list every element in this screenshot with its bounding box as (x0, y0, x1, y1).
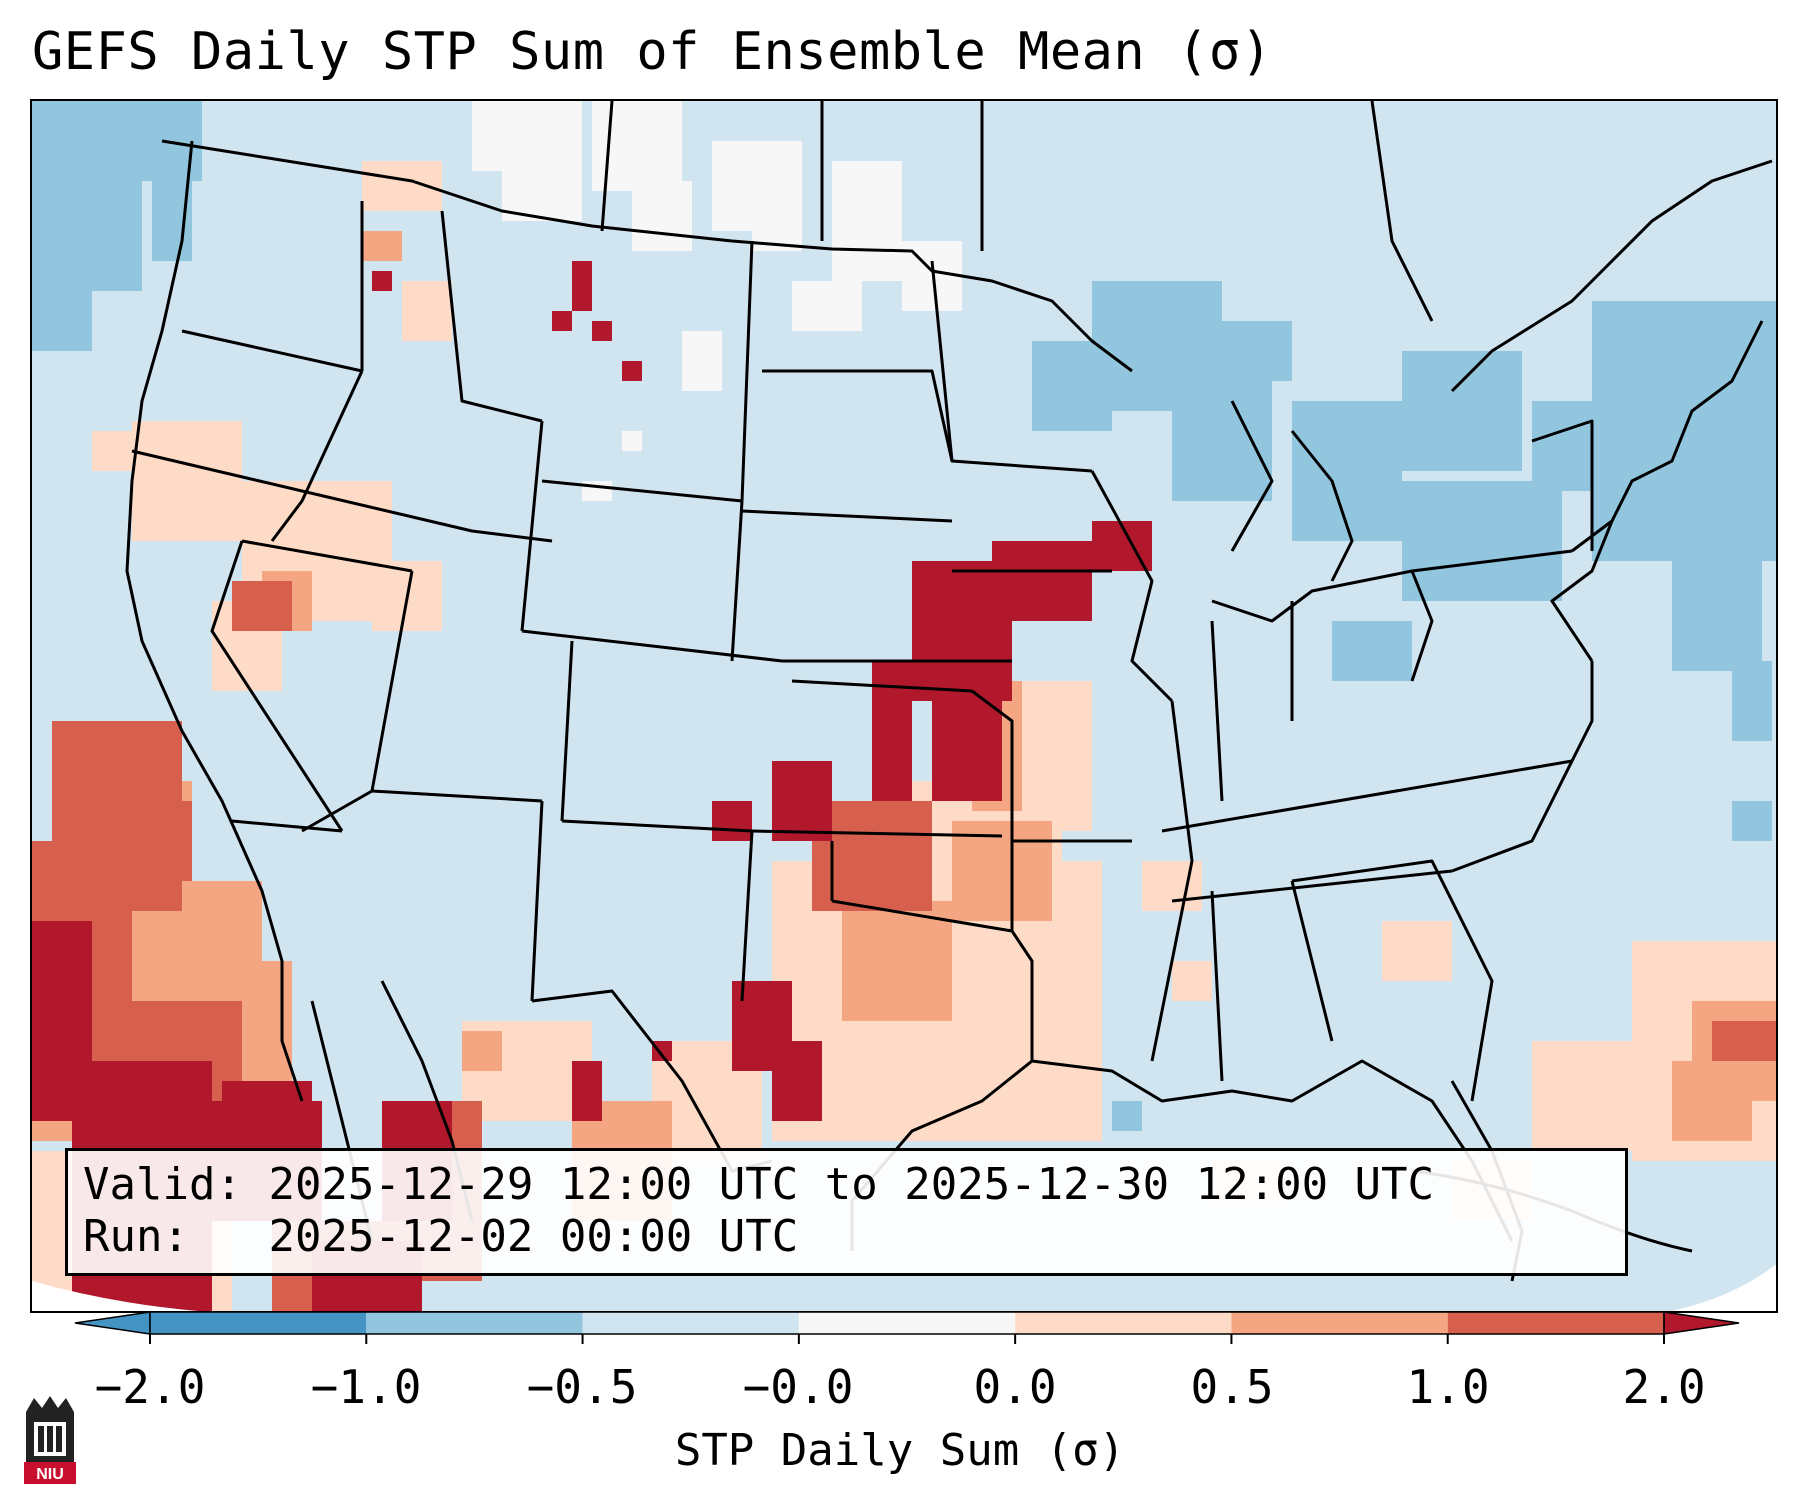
tick-label: 1.0 (1406, 1360, 1490, 1414)
near-zero-region (472, 101, 962, 501)
projection-edge (32, 1281, 199, 1311)
niu-logo: NIU (24, 1396, 76, 1484)
tick-label: 0.5 (1190, 1360, 1274, 1414)
tick-label: −0.5 (526, 1360, 638, 1414)
run-label: Run: (83, 1211, 189, 1262)
run-value: 2025-12-02 00:00 UTC (268, 1211, 799, 1262)
tick-label: −2.0 (94, 1360, 206, 1414)
colorbar (74, 1312, 1740, 1344)
colorbar-extend-low (74, 1312, 151, 1335)
colorbar-label: STP Daily Sum (σ) (674, 1425, 1126, 1476)
map-panel (30, 99, 1778, 1313)
boundary-lines (125, 101, 1773, 1282)
tick-label: 0.0 (973, 1360, 1057, 1414)
tick-label: −1.0 (310, 1360, 422, 1414)
colorbar-segment (1015, 1312, 1232, 1334)
projection-edge-right (1671, 1264, 1776, 1311)
colorbar-segment (150, 1312, 367, 1334)
chart-title: GEFS Daily STP Sum of Ensemble Mean (σ) (32, 22, 1273, 82)
colorbar-extend-high (1663, 1312, 1740, 1335)
tick-label: −0.0 (742, 1360, 854, 1414)
map-canvas (32, 101, 1776, 1311)
colorbar-segment (1447, 1312, 1664, 1334)
tick-label: 2.0 (1622, 1360, 1706, 1414)
valid-line: Valid: 2025-12-29 12:00 UTC to 2025-12-3… (83, 1159, 1434, 1210)
logo-text: NIU (36, 1466, 64, 1483)
colorbar-segment (582, 1312, 799, 1334)
run-line: Run: 2025-12-02 00:00 UTC (83, 1211, 798, 1262)
very-strong-positive-region (32, 261, 1152, 1311)
valid-time-box: Valid: 2025-12-29 12:00 UTC to 2025-12-3… (65, 1148, 1628, 1276)
valid-label: Valid: (83, 1159, 242, 1210)
colorbar-outline (149, 1312, 1665, 1335)
valid-value: 2025-12-29 12:00 UTC to 2025-12-30 12:00… (268, 1159, 1435, 1210)
colorbar-segment (366, 1312, 583, 1334)
colorbar-segment (798, 1312, 1016, 1334)
negative-anomaly-region (32, 101, 1776, 1131)
colorbar-segment (1231, 1312, 1448, 1334)
